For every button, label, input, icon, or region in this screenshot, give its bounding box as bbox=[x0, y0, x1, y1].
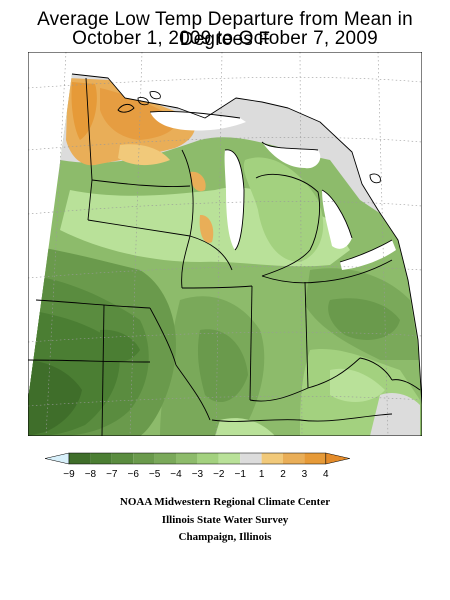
credit-location: Champaign, Illinois bbox=[178, 531, 272, 543]
legend-tick-label: −2 bbox=[213, 469, 225, 480]
legend-tick-label: −6 bbox=[127, 469, 139, 480]
legend-swatch bbox=[111, 453, 134, 464]
data-layer bbox=[28, 52, 422, 436]
legend-arrow-below bbox=[44, 452, 70, 465]
legend-swatch bbox=[304, 453, 326, 464]
credit-survey: Illinois State Water Survey bbox=[161, 514, 289, 526]
map-title: Average Low Temp Departure from Mean in … bbox=[37, 9, 413, 50]
legend-arrow-above bbox=[325, 452, 350, 465]
legend-tick-label: −9 bbox=[63, 469, 75, 480]
legend-tick-label: 4 bbox=[323, 469, 329, 480]
legend-tick-label: −7 bbox=[106, 469, 118, 480]
legend-swatch bbox=[90, 453, 112, 464]
credit-organization: NOAA Midwestern Regional Climate Center bbox=[119, 496, 331, 508]
legend-tick-label: 3 bbox=[302, 469, 308, 480]
legend-tick-label: −5 bbox=[149, 469, 161, 480]
legend-swatch bbox=[283, 453, 305, 464]
legend-swatch bbox=[133, 453, 155, 464]
legend-swatch bbox=[240, 453, 262, 464]
legend-tick-label: 1 bbox=[259, 469, 265, 480]
legend-swatch bbox=[69, 453, 91, 464]
legend-swatch bbox=[176, 453, 198, 464]
legend-tick-label: 2 bbox=[280, 469, 286, 480]
legend-swatch bbox=[197, 453, 219, 464]
legend-swatch bbox=[154, 453, 176, 464]
legend-tick-label: −4 bbox=[170, 469, 182, 480]
legend-swatch bbox=[218, 453, 241, 464]
legend-tick-label: −3 bbox=[192, 469, 204, 480]
legend-tick-label: −8 bbox=[85, 469, 97, 480]
map-date-range: October 1, 2009 to October 7, 2009 bbox=[72, 28, 378, 49]
legend-swatch bbox=[261, 453, 283, 464]
legend-outline bbox=[68, 452, 327, 465]
color-legend: −9 −8 −7 −6 −5 −4 −3 −2 −1 1 2 3 4 bbox=[44, 452, 350, 480]
legend-tick-label: −1 bbox=[234, 469, 246, 480]
